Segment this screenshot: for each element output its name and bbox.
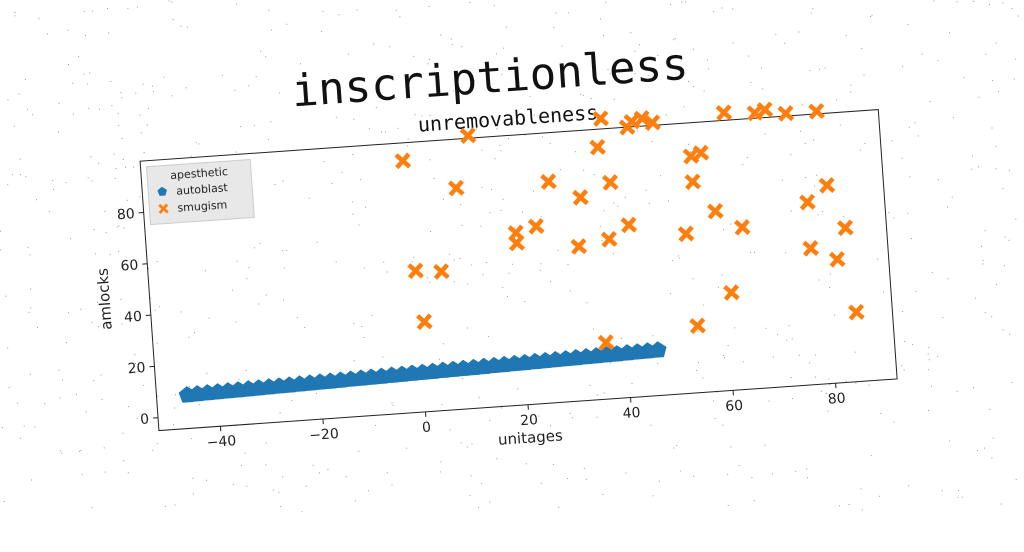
x-tick-label: 40	[622, 405, 641, 422]
noise-dot	[127, 8, 128, 9]
x-tick-label: 60	[725, 398, 744, 415]
point-smugism	[678, 225, 695, 242]
point-smugism	[723, 284, 740, 301]
point-smugism	[684, 173, 701, 190]
noise-dot	[1018, 16, 1019, 17]
x-tick-label: 80	[827, 391, 846, 408]
plot-frame	[140, 110, 897, 431]
point-smugism	[689, 317, 706, 334]
point-smugism	[715, 104, 732, 121]
noise-dot	[92, 11, 93, 12]
point-smugism	[570, 238, 587, 255]
point-smugism	[602, 174, 619, 191]
noise-dot	[268, 10, 269, 11]
point-smugism	[507, 224, 524, 241]
noise-dot	[1016, 479, 1017, 480]
point-smugism	[394, 152, 411, 169]
noise-dot	[879, 496, 880, 497]
point-smugism	[407, 262, 424, 279]
noise-dot	[15, 12, 16, 13]
point-smugism	[777, 105, 794, 122]
noise-dot	[322, 11, 323, 12]
noise-dot	[1015, 59, 1016, 60]
noise-dot	[4, 501, 5, 502]
noise-dot	[236, 4, 237, 5]
noise-dot	[839, 505, 840, 506]
y-tick-label: 0	[140, 411, 150, 428]
point-smugism	[818, 177, 835, 194]
noise-dot	[107, 8, 108, 9]
noise-dot	[39, 18, 40, 19]
point-smugism	[848, 304, 865, 321]
point-smugism	[707, 203, 724, 220]
point-smugism	[433, 263, 450, 280]
point-smugism	[799, 194, 816, 211]
noise-dot	[137, 7, 138, 8]
y-tick-label: 20	[127, 360, 146, 377]
noise-dot	[908, 485, 909, 486]
point-smugism	[601, 231, 618, 248]
point-smugism	[837, 219, 854, 236]
x-axis-label: unitages	[497, 426, 563, 448]
x-tick-label: −40	[206, 433, 237, 451]
noise-dot	[728, 505, 729, 506]
point-smugism	[448, 180, 465, 197]
point-smugism	[528, 218, 545, 235]
point-smugism	[572, 189, 589, 206]
point-smugism	[416, 313, 433, 330]
x-tick-label: 20	[520, 412, 539, 429]
noise-dot	[849, 504, 850, 505]
point-smugism	[620, 216, 637, 233]
noise-dot	[958, 490, 959, 491]
y-axis-label: amlocks	[93, 267, 115, 330]
noise-dot	[1012, 8, 1013, 9]
y-tick-label: 40	[124, 309, 143, 326]
noise-dot	[173, 19, 174, 20]
noise-dot	[84, 11, 85, 12]
noise-dot	[1001, 504, 1002, 505]
point-smugism	[808, 103, 825, 120]
noise-dot	[942, 490, 943, 491]
noise-dot	[958, 497, 959, 498]
noise-dot	[962, 497, 963, 498]
noise-dot	[862, 509, 863, 510]
x-tick-label: 0	[422, 420, 432, 437]
noise-dot	[169, 1, 170, 2]
y-tick-label: 60	[120, 257, 139, 274]
point-smugism	[540, 173, 557, 190]
y-tick-label: 80	[116, 206, 135, 223]
noise-dot	[1014, 79, 1015, 80]
noise-dot	[754, 500, 755, 501]
point-smugism	[829, 251, 846, 268]
noise-dot	[14, 15, 15, 16]
noise-dot	[2, 427, 3, 428]
point-smugism	[734, 219, 751, 236]
x-tick-label: −20	[309, 426, 340, 444]
point-smugism	[802, 240, 819, 257]
noise-dot	[171, 2, 172, 3]
point-smugism	[589, 139, 606, 156]
